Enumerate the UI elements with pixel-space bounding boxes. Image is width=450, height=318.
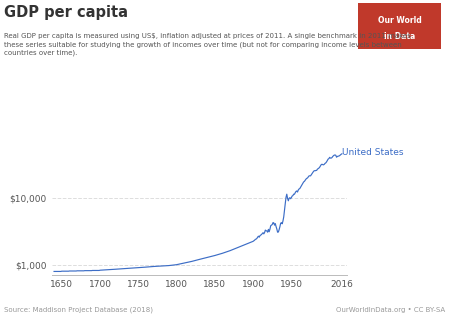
Text: GDP per capita: GDP per capita bbox=[4, 5, 129, 20]
Text: Source: Maddison Project Database (2018): Source: Maddison Project Database (2018) bbox=[4, 307, 153, 313]
Text: United States: United States bbox=[342, 148, 404, 157]
Text: OurWorldInData.org • CC BY-SA: OurWorldInData.org • CC BY-SA bbox=[337, 307, 446, 313]
Text: Our World: Our World bbox=[378, 16, 421, 25]
Text: Real GDP per capita is measured using US$, inflation adjusted at prices of 2011.: Real GDP per capita is measured using US… bbox=[4, 33, 411, 56]
Text: in Data: in Data bbox=[384, 32, 415, 41]
